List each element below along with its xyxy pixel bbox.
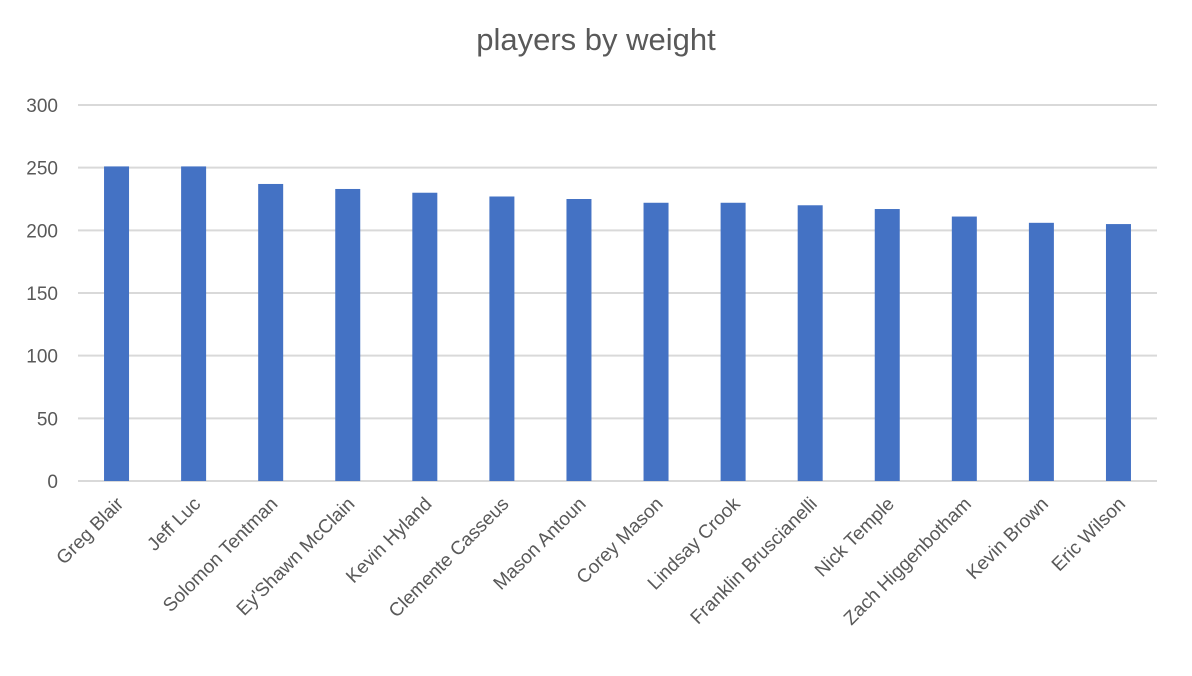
bar (951, 216, 977, 481)
x-tick-label: Franklin Bruscianelli (687, 494, 822, 629)
bar (412, 192, 438, 481)
bar (720, 202, 746, 481)
bar (566, 199, 592, 481)
y-tick-label: 250 (26, 159, 58, 180)
bar (643, 202, 669, 481)
x-tick-label: Eric Wilson (1048, 494, 1130, 576)
x-tick-label: Kevin Brown (963, 494, 1053, 584)
y-tick-label: 300 (26, 96, 58, 117)
bar (874, 209, 900, 481)
bar (258, 183, 284, 481)
bar (181, 166, 207, 481)
y-tick-label: 50 (37, 409, 58, 430)
chart-title: players by weight (476, 22, 716, 57)
bar (104, 166, 130, 481)
bar (1028, 222, 1054, 481)
bar (489, 196, 515, 481)
x-tick-label: Greg Blair (53, 493, 129, 569)
bar (797, 205, 823, 481)
bars (104, 166, 1131, 482)
bar (1105, 224, 1131, 482)
y-tick-label: 100 (26, 347, 58, 368)
y-tick-label: 150 (26, 284, 58, 305)
y-axis-ticks: 0 50 100 150 200 250 300 (26, 96, 58, 493)
x-tick-label: Zach Higgenbotham (840, 494, 976, 630)
bar (335, 188, 361, 481)
y-tick-label: 200 (26, 221, 58, 242)
gridlines (78, 104, 1157, 482)
x-tick-label: Jeff Luc (143, 494, 205, 556)
y-tick-label: 0 (47, 472, 58, 493)
